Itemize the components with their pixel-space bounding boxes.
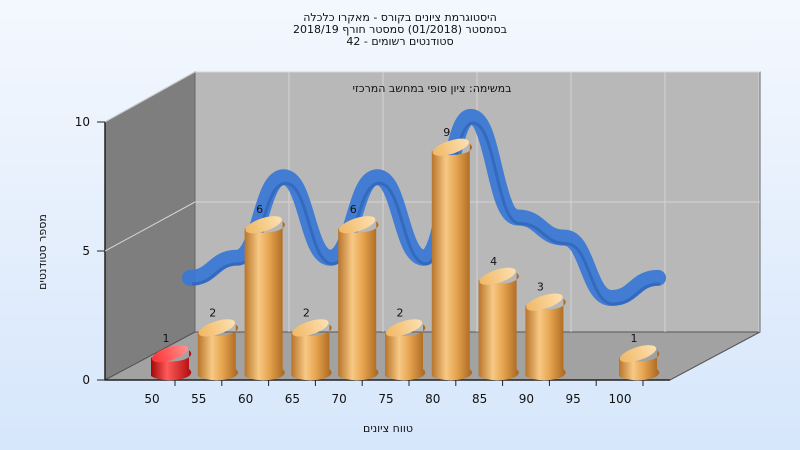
- curve-ribbon: [182, 108, 666, 307]
- bar-55: 2: [197, 306, 239, 381]
- bar-value-label: 6: [350, 203, 357, 216]
- bar-value-label: 1: [631, 332, 638, 345]
- bar-body: [385, 324, 426, 381]
- bar-body: [619, 350, 660, 381]
- bar-top: [385, 319, 423, 337]
- chart-title-line-1: היסטוגרמת ציונים בקורס - מאקרו כלכלה: [303, 11, 497, 24]
- y-tick-label: 0: [82, 373, 90, 387]
- y-tick-label: 5: [82, 244, 90, 258]
- bar-value-label: 4: [490, 255, 497, 268]
- bar-50: 1: [151, 332, 192, 381]
- bar-top: [292, 319, 329, 337]
- x-tick-label: 50: [144, 392, 159, 406]
- x-tick-label: 55: [191, 392, 206, 406]
- x-axis-title: טווח ציונים: [363, 422, 413, 435]
- bar-value-label: 1: [163, 332, 170, 345]
- bar-value-label: 2: [209, 306, 216, 319]
- chart-titles: היסטוגרמת ציונים בקורס - מאקרו כלכלה בסמ…: [0, 12, 800, 48]
- bar-body: [244, 221, 285, 381]
- gridline-side: [104, 201, 196, 252]
- x-tick-label: 70: [332, 392, 347, 406]
- bar-top: [619, 345, 657, 363]
- bar-value-label: 3: [537, 281, 544, 294]
- gridline-side: [104, 71, 196, 123]
- bar-value-label: 2: [397, 306, 404, 319]
- bar-top: [432, 138, 469, 156]
- bar-body: [338, 221, 379, 381]
- curve-ribbon-shadow: [191, 121, 661, 306]
- y-tick-labels: 0 5 10: [75, 115, 105, 387]
- x-tick-label: 90: [519, 392, 534, 406]
- x-tick-label: 75: [378, 392, 393, 406]
- bar-70: 6: [338, 203, 379, 381]
- bars: 1 2 6 2 6 2 9 4 3 1: [151, 126, 660, 381]
- bar-65: 2: [291, 306, 332, 381]
- bar-body: [431, 143, 473, 381]
- x-tick-label: 85: [472, 392, 487, 406]
- x-tick-label: 80: [425, 392, 440, 406]
- bar-body: [291, 324, 332, 381]
- y-axis-title: מספר סטודנטים: [36, 214, 49, 290]
- bar-body: [525, 298, 566, 381]
- chart-subtitle: במשימה: ציון סופי במחשב המרכזי: [352, 82, 511, 95]
- distribution-curve: [182, 108, 666, 307]
- y-tick-label: 10: [75, 115, 90, 129]
- chart-title-line-3: סטודנטים רשומים - 42: [346, 35, 454, 48]
- bar-top: [245, 216, 282, 234]
- bar-60: 6: [244, 203, 285, 381]
- bar-body: [197, 324, 239, 381]
- bar-top: [151, 345, 189, 363]
- x-tick-label: 60: [238, 392, 253, 406]
- bar-80: 9: [431, 126, 473, 381]
- x-tick-label: 65: [285, 392, 300, 406]
- bar-top: [339, 216, 376, 234]
- bar-body: [151, 350, 192, 381]
- bar-100: 1: [619, 332, 660, 381]
- chart-title-line-2: בסמסטר (01/2018) סמסטר חורף 2018/19: [293, 23, 507, 36]
- x-tick-label: 100: [609, 392, 632, 406]
- gridlines: [104, 71, 760, 332]
- x-tick-labels: 50 55 60 65 70 75 80 85 90 95 100: [144, 380, 644, 406]
- x-tick-label: 95: [566, 392, 581, 406]
- bar-90: 3: [525, 281, 566, 381]
- bar-75: 2: [385, 306, 426, 381]
- bar-value-label: 2: [303, 306, 310, 319]
- bar-top: [479, 267, 516, 285]
- bar-value-label: 9: [443, 126, 450, 139]
- bar-value-label: 6: [256, 203, 263, 216]
- bar-body: [478, 272, 519, 381]
- bar-85: 4: [478, 255, 519, 381]
- bar-top: [198, 319, 235, 337]
- bar-top: [526, 293, 563, 311]
